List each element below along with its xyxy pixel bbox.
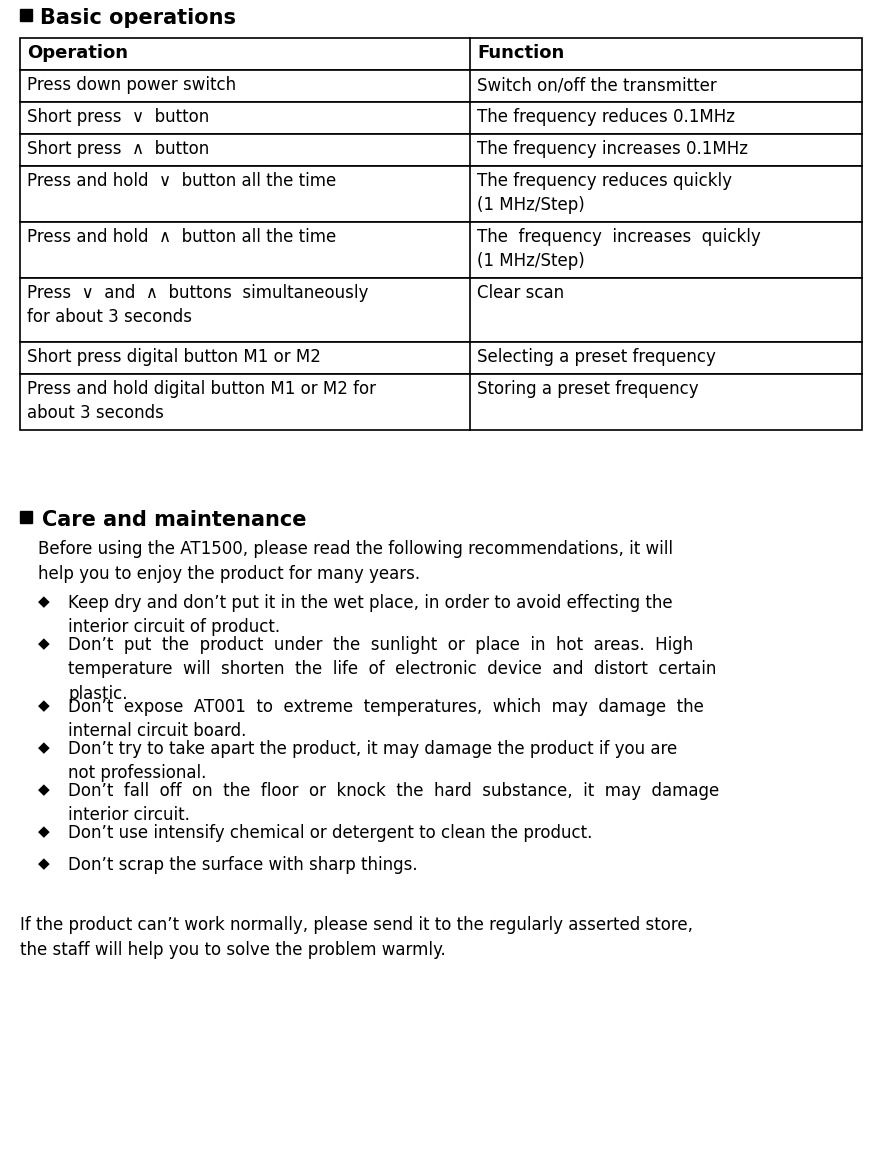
- Text: The frequency reduces quickly
(1 MHz/Step): The frequency reduces quickly (1 MHz/Ste…: [477, 172, 732, 214]
- Text: Function: Function: [477, 44, 564, 62]
- Bar: [20, 38, 862, 70]
- Text: Press and hold  ∨  button all the time: Press and hold ∨ button all the time: [27, 172, 336, 190]
- Bar: [20, 101, 862, 134]
- Text: ◆: ◆: [38, 594, 49, 609]
- Text: Don’t scrap the surface with sharp things.: Don’t scrap the surface with sharp thing…: [68, 856, 417, 874]
- Text: Press  ∨  and  ∧  buttons  simultaneously
for about 3 seconds: Press ∨ and ∧ buttons simultaneously for…: [27, 284, 369, 326]
- Text: Switch on/off the transmitter: Switch on/off the transmitter: [477, 76, 717, 95]
- Text: ◆: ◆: [38, 856, 49, 871]
- Text: The frequency reduces 0.1MHz: The frequency reduces 0.1MHz: [477, 108, 736, 126]
- Text: Care and maintenance: Care and maintenance: [42, 510, 307, 530]
- Bar: [20, 342, 862, 374]
- Bar: [20, 511, 32, 523]
- Text: Basic operations: Basic operations: [40, 8, 236, 28]
- Text: Operation: Operation: [27, 44, 128, 62]
- Text: ◆: ◆: [38, 698, 49, 713]
- Text: ◆: ◆: [38, 782, 49, 797]
- Text: ◆: ◆: [38, 740, 49, 755]
- Bar: [20, 134, 862, 166]
- Text: Keep dry and don’t put it in the wet place, in order to avoid effecting the
inte: Keep dry and don’t put it in the wet pla…: [68, 594, 673, 636]
- Text: The  frequency  increases  quickly
(1 MHz/Step): The frequency increases quickly (1 MHz/S…: [477, 228, 761, 270]
- Text: Short press digital button M1 or M2: Short press digital button M1 or M2: [27, 348, 321, 366]
- Text: Storing a preset frequency: Storing a preset frequency: [477, 380, 699, 398]
- Text: Short press  ∨  button: Short press ∨ button: [27, 108, 209, 126]
- Text: Don’t  fall  off  on  the  floor  or  knock  the  hard  substance,  it  may  dam: Don’t fall off on the floor or knock the…: [68, 782, 719, 824]
- Text: Press and hold  ∧  button all the time: Press and hold ∧ button all the time: [27, 228, 336, 246]
- Bar: [20, 278, 862, 342]
- Text: Don’t  put  the  product  under  the  sunlight  or  place  in  hot  areas.  High: Don’t put the product under the sunlight…: [68, 636, 716, 702]
- Text: Clear scan: Clear scan: [477, 284, 564, 302]
- Text: Press down power switch: Press down power switch: [27, 76, 236, 95]
- Text: Short press  ∧  button: Short press ∧ button: [27, 140, 209, 158]
- Text: Press and hold digital button M1 or M2 for
about 3 seconds: Press and hold digital button M1 or M2 f…: [27, 380, 376, 422]
- Text: Selecting a preset frequency: Selecting a preset frequency: [477, 348, 716, 366]
- Text: Before using the AT1500, please read the following recommendations, it will
help: Before using the AT1500, please read the…: [38, 540, 673, 583]
- Text: ◆: ◆: [38, 636, 49, 651]
- Text: Don’t try to take apart the product, it may damage the product if you are
not pr: Don’t try to take apart the product, it …: [68, 740, 677, 782]
- Bar: [20, 374, 862, 430]
- Text: If the product can’t work normally, please send it to the regularly asserted sto: If the product can’t work normally, plea…: [20, 915, 693, 959]
- Text: The frequency increases 0.1MHz: The frequency increases 0.1MHz: [477, 140, 749, 158]
- Text: Don’t  expose  AT001  to  extreme  temperatures,  which  may  damage  the
intern: Don’t expose AT001 to extreme temperatur…: [68, 698, 704, 740]
- Text: Don’t use intensify chemical or detergent to clean the product.: Don’t use intensify chemical or detergen…: [68, 824, 593, 842]
- Bar: [20, 166, 862, 223]
- Bar: [20, 223, 862, 278]
- Bar: [20, 70, 862, 101]
- Text: ◆: ◆: [38, 824, 49, 839]
- Bar: [20, 9, 32, 21]
